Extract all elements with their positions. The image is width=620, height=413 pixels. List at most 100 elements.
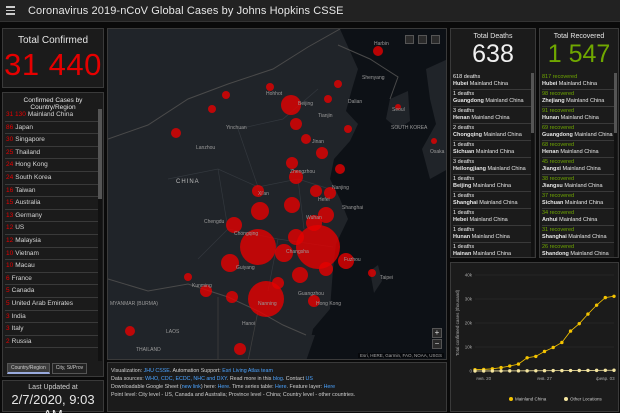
case-bubble[interactable]: [171, 128, 181, 138]
data-point[interactable]: [586, 368, 590, 373]
data-point[interactable]: [542, 349, 547, 354]
case-bubble[interactable]: [208, 105, 216, 113]
deaths-scrollbar[interactable]: [531, 73, 534, 257]
tab-city-province[interactable]: City, St/Prov: [51, 363, 88, 374]
case-bubble[interactable]: [324, 187, 336, 199]
country-row[interactable]: 16 Taiwan: [5, 185, 99, 198]
case-bubble[interactable]: [296, 225, 340, 269]
zoom-in-button[interactable]: +: [432, 328, 442, 338]
bookmarks-icon[interactable]: [405, 35, 414, 44]
recovered-list[interactable]: 817 recovered Hubei Mainland China 98 reco…: [542, 73, 616, 257]
case-bubble[interactable]: [221, 254, 239, 272]
case-bubble[interactable]: [318, 207, 334, 223]
recovered-row[interactable]: 38 recovered Jiangsu Mainland China: [542, 175, 616, 192]
case-bubble[interactable]: [335, 164, 345, 174]
scrollbar-thumb[interactable]: [531, 73, 534, 133]
data-point[interactable]: [534, 369, 538, 373]
case-bubble[interactable]: [306, 215, 322, 231]
jhu-csse-link[interactable]: JHU CSSE: [143, 368, 170, 374]
case-bubble[interactable]: [275, 244, 293, 262]
menu-icon[interactable]: [6, 3, 22, 19]
data-point[interactable]: [508, 369, 512, 373]
country-row[interactable]: 6 France: [5, 273, 99, 286]
deaths-list[interactable]: 618 deaths Hubei Mainland China 1 deaths Gu…: [453, 73, 533, 257]
country-row[interactable]: 25 Thailand: [5, 147, 99, 160]
data-point[interactable]: [603, 295, 608, 300]
country-row[interactable]: 13 Germany: [5, 210, 99, 223]
recovered-row[interactable]: 45 recovered Jiangxi Mainland China: [542, 158, 616, 175]
case-bubble[interactable]: [240, 229, 276, 265]
data-point[interactable]: [534, 354, 538, 359]
country-row[interactable]: 31 130 Mainland China: [5, 109, 99, 122]
time-series-link[interactable]: Here: [275, 384, 287, 390]
case-bubble[interactable]: [252, 185, 264, 197]
country-row[interactable]: 5 Canada: [5, 285, 99, 298]
case-bubble[interactable]: [431, 138, 437, 144]
country-row[interactable]: 24 South Korea: [5, 172, 99, 185]
death-row[interactable]: 1 deaths Shanghai Mainland China: [453, 192, 533, 209]
country-row[interactable]: 24 Hong Kong: [5, 159, 99, 172]
country-row[interactable]: 2 Russia: [5, 336, 99, 349]
case-bubble[interactable]: [248, 281, 284, 317]
recovered-row[interactable]: 34 recovered Anhui Mainland China: [542, 209, 616, 226]
death-row[interactable]: 1 deaths Sichuan Mainland China: [453, 141, 533, 158]
data-point[interactable]: [612, 368, 616, 372]
case-bubble[interactable]: [234, 343, 246, 355]
contact-link[interactable]: US: [305, 376, 313, 382]
case-bubble[interactable]: [289, 170, 303, 184]
data-point[interactable]: [560, 368, 564, 373]
country-row[interactable]: 5 United Arab Emirates: [5, 298, 99, 311]
death-row[interactable]: 1 deaths Hunan Mainland China: [453, 226, 533, 243]
blog-link[interactable]: blog: [272, 376, 283, 382]
data-point[interactable]: [499, 369, 503, 373]
data-point[interactable]: [499, 365, 503, 370]
case-bubble[interactable]: [301, 134, 311, 144]
data-point[interactable]: [551, 368, 555, 373]
data-point[interactable]: [551, 345, 555, 350]
country-row[interactable]: 12 US: [5, 222, 99, 235]
data-point[interactable]: [594, 368, 599, 373]
case-bubble[interactable]: [266, 83, 274, 91]
data-point[interactable]: [473, 369, 477, 373]
case-bubble[interactable]: [281, 95, 301, 115]
data-point[interactable]: [542, 369, 547, 373]
case-bubble[interactable]: [226, 291, 238, 303]
data-point[interactable]: [603, 368, 608, 372]
recovered-row[interactable]: 37 recovered Sichuan Mainland China: [542, 192, 616, 209]
recovered-row[interactable]: 817 recovered Hubei Mainland China: [542, 73, 616, 90]
country-row[interactable]: 30 Singapore: [5, 134, 99, 147]
recovered-row[interactable]: 68 recovered Henan Mainland China: [542, 141, 616, 158]
case-bubble[interactable]: [222, 91, 230, 99]
case-bubble[interactable]: [284, 197, 300, 213]
case-bubble[interactable]: [316, 147, 328, 159]
case-bubble[interactable]: [324, 95, 332, 103]
legend-icon[interactable]: [431, 35, 440, 44]
data-point[interactable]: [481, 369, 486, 373]
data-point[interactable]: [577, 321, 581, 326]
recovered-row[interactable]: 91 recovered Hunan Mainland China: [542, 107, 616, 124]
scrollbar-thumb[interactable]: [98, 109, 102, 199]
data-point[interactable]: [525, 356, 529, 360]
zoom-out-button[interactable]: −: [432, 339, 442, 349]
country-row[interactable]: 12 Malaysia: [5, 235, 99, 248]
country-row[interactable]: 15 Australia: [5, 197, 99, 210]
death-row[interactable]: 1 deaths Beijing Mainland China: [453, 175, 533, 192]
recovered-row[interactable]: 98 recovered Zhejiang Mainland China: [542, 90, 616, 107]
case-bubble[interactable]: [338, 253, 354, 269]
recovered-row[interactable]: 26 recovered Shandong Mainland China: [542, 243, 616, 257]
case-bubble[interactable]: [290, 118, 302, 130]
data-point[interactable]: [508, 364, 512, 368]
recovered-row[interactable]: 69 recovered Guangdong Mainland China: [542, 124, 616, 141]
recovered-row[interactable]: 31 recovered Shanghai Mainland China: [542, 226, 616, 243]
country-row[interactable]: 3 Italy: [5, 323, 99, 336]
case-bubble[interactable]: [200, 285, 212, 297]
case-bubble[interactable]: [251, 202, 269, 220]
data-point[interactable]: [525, 369, 529, 373]
death-row[interactable]: 3 deaths Heilongjiang Mainland China: [453, 158, 533, 175]
country-row[interactable]: 10 Vietnam: [5, 248, 99, 261]
new-link[interactable]: new link: [181, 384, 201, 390]
death-row[interactable]: 3 deaths Henan Mainland China: [453, 107, 533, 124]
basemap-gallery-icon[interactable]: [418, 35, 427, 44]
sheet-link[interactable]: Here: [217, 384, 230, 390]
data-point[interactable]: [516, 362, 521, 366]
